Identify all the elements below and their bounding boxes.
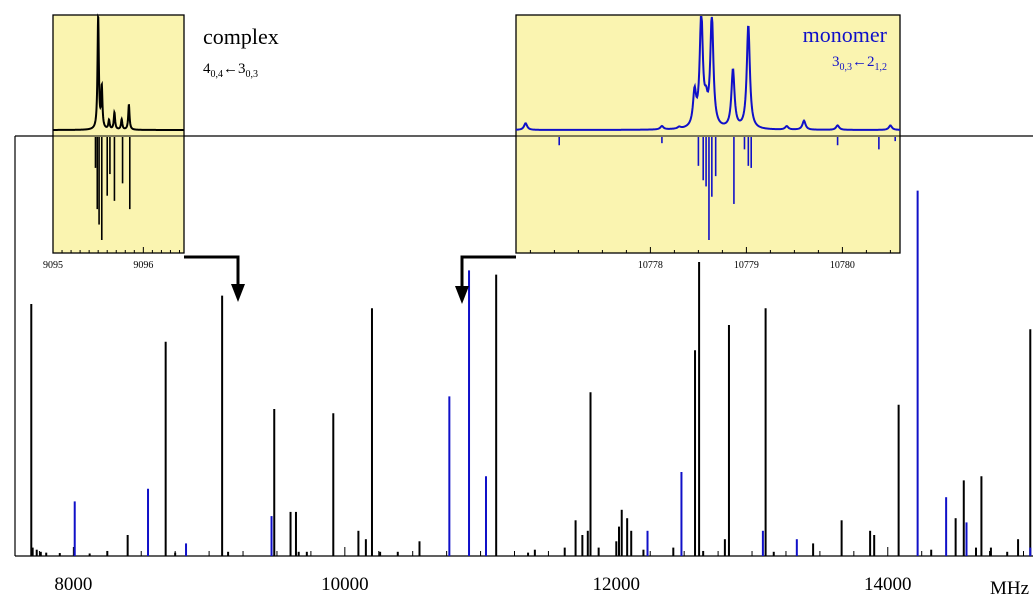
main-x-ticks [38,547,1024,556]
main-x-tick-labels: 8000 10000 12000 14000 [54,574,911,595]
monomer-inset-tick-label: 10779 [734,260,759,271]
monomer-inset: 10778 10779 10780 [515,14,901,271]
main-tick-label: 10000 [321,574,369,595]
monomer-transition-label: 30,3←21,2 [832,54,887,73]
monomer-inset-observed-curve [515,16,901,131]
complex-connector-arrow [184,255,245,302]
monomer-inset-tick-label: 10778 [638,260,663,271]
complex-transition-label: 40,4←30,3 [203,61,258,80]
main-spectrum-lines [30,190,1032,556]
complex-inset-tick-label: 9096 [133,260,153,271]
monomer-inset-tick-label: 10780 [830,260,855,271]
complex-inset-tick-label: 9095 [43,260,63,271]
monomer-calculated-sticks [558,137,897,240]
main-tick-label: 12000 [593,574,641,595]
monomer-inset-background [515,14,901,254]
main-tick-label: 14000 [864,574,912,595]
complex-inset: 9095 9096 [43,13,185,271]
complex-x-ticks: 9095 9096 [43,247,180,271]
monomer-observed-trace [515,16,901,131]
complex-calculated-sticks [94,137,131,240]
monomer-connector-arrow [455,255,516,304]
complex-inset-observed-curve [53,13,184,131]
monomer-x-ticks: 10778 10779 10780 [529,247,891,271]
x-unit-label: MHz [990,578,1029,599]
complex-observed-trace [53,13,184,131]
monomer-label: monomer [803,22,888,47]
main-tick-label: 8000 [54,574,92,595]
complex-inset-background [52,14,185,254]
complex-label: complex [203,24,279,49]
